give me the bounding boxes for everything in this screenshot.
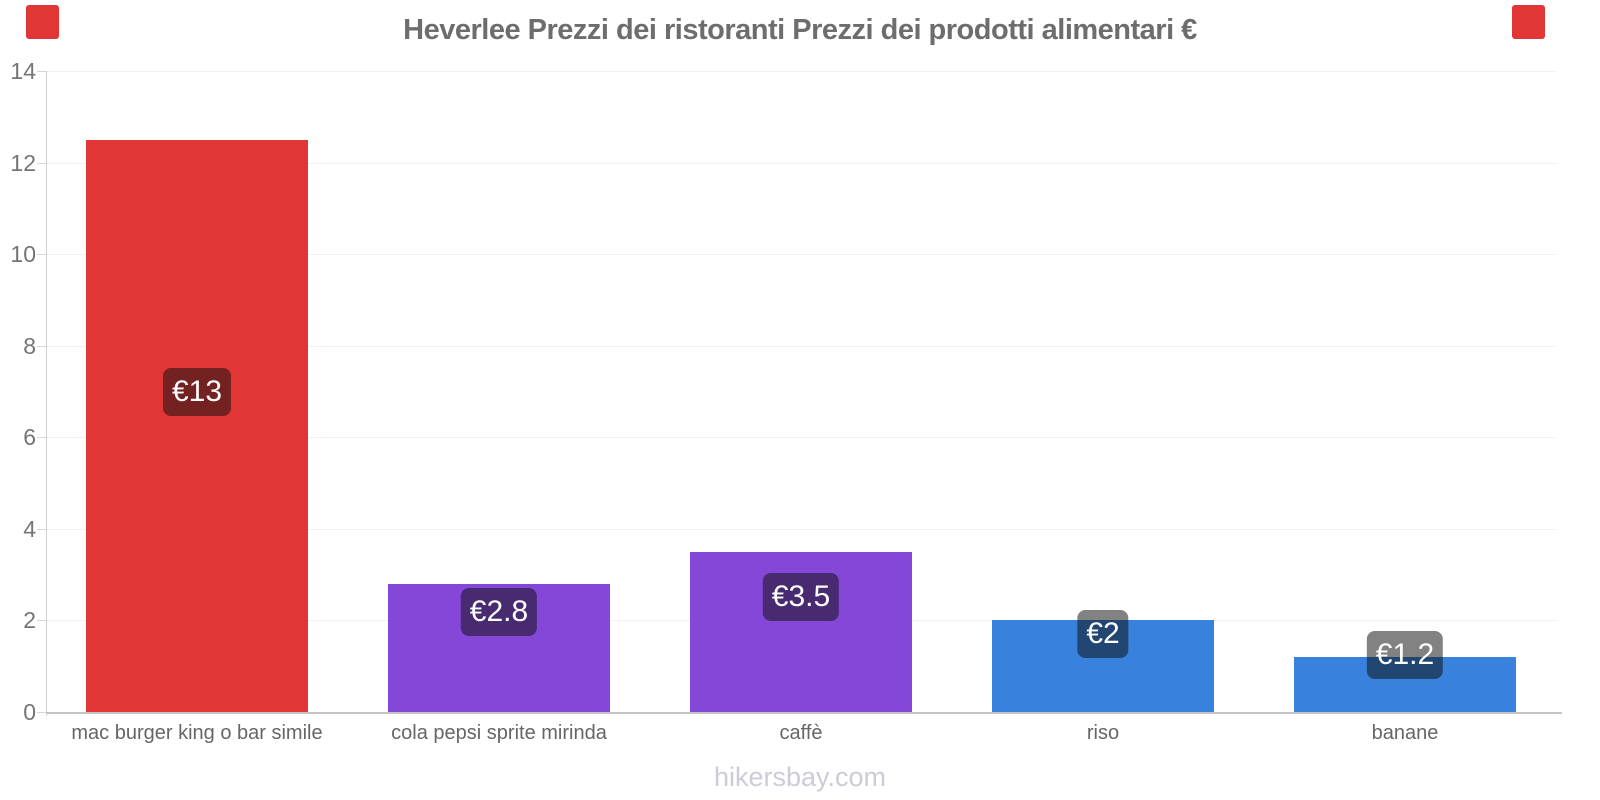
corner-decoration-right (1512, 5, 1545, 39)
x-axis-category-label: caffè (779, 722, 823, 744)
y-axis-tick-label: 8 (23, 332, 36, 359)
y-axis-tick-label: 4 (23, 515, 36, 542)
bar-mac-burger-king-o-bar-simile (86, 139, 308, 712)
y-tick-mark-14 (37, 71, 46, 72)
gridline-y-10 (46, 254, 1556, 256)
bar-value-label: €2.8 (460, 588, 538, 636)
y-tick-mark-4 (37, 528, 46, 530)
bar-value-label: €2 (1077, 610, 1129, 659)
gridline-y-8 (46, 345, 1556, 347)
y-axis-tick-label: 10 (10, 241, 36, 268)
y-axis-tick-label: 14 (10, 58, 36, 84)
y-tick-mark-2 (37, 620, 46, 622)
y-tick-mark-0 (37, 712, 46, 713)
x-axis-category-label: mac burger king o bar simile (71, 722, 323, 744)
y-tick-mark-10 (37, 254, 46, 256)
y-axis-tick-label: 0 (23, 699, 36, 725)
y-axis-tick-label: 2 (23, 607, 36, 634)
y-axis-tick-label: 6 (23, 424, 36, 451)
x-axis-category-label: banane (1371, 722, 1439, 744)
y-tick-mark-6 (37, 437, 46, 439)
x-axis-category-label: cola pepsi sprite mirinda (391, 722, 607, 744)
x-axis-line (46, 712, 1562, 714)
watermark-hikersbay: hikersbay.com (713, 762, 887, 792)
chart-title: Heverlee Prezzi dei ristoranti Prezzi de… (403, 14, 1197, 46)
bar-value-label: €1.2 (1366, 630, 1444, 679)
y-axis-tick-label: 12 (10, 149, 36, 176)
gridline-y-6 (46, 437, 1556, 439)
corner-decoration-left (26, 5, 59, 39)
gridline-y-4 (46, 528, 1556, 530)
gridline-y-14 (46, 71, 1556, 72)
bar-value-label: €13 (162, 367, 232, 416)
y-axis-line (46, 71, 47, 716)
x-axis-category-label: riso (1086, 722, 1120, 744)
y-tick-mark-8 (37, 345, 46, 347)
y-tick-mark-12 (37, 162, 46, 164)
bar-value-label: €3.5 (762, 572, 840, 621)
gridline-y-12 (46, 162, 1556, 164)
